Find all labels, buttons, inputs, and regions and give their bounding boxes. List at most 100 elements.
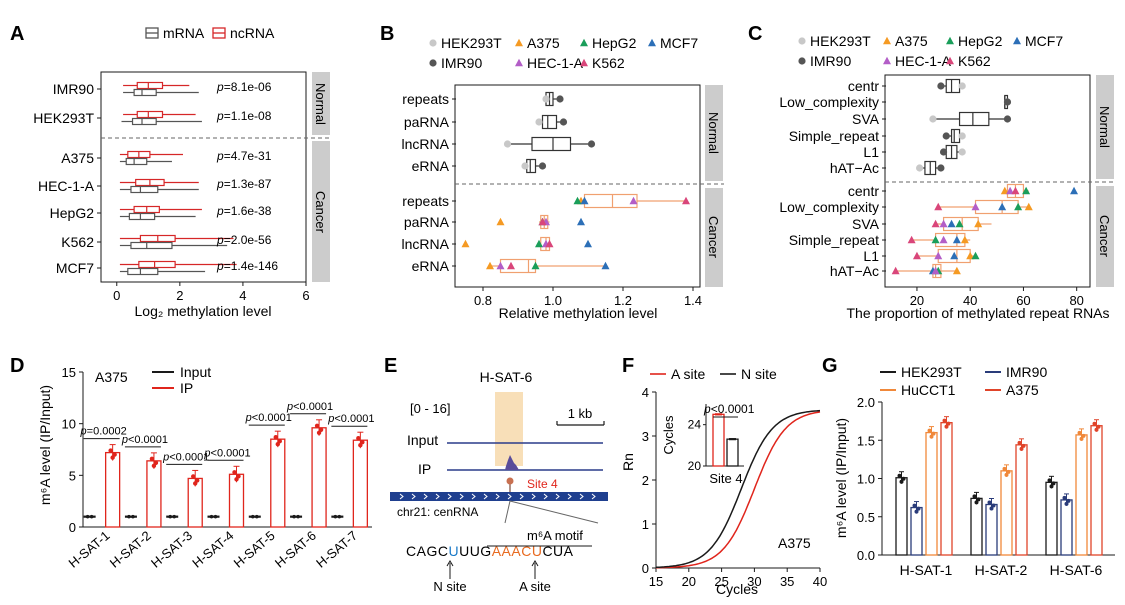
point-input — [127, 514, 131, 519]
p-value: p=4.7e-31 — [216, 149, 272, 163]
point-imr90 — [937, 82, 945, 90]
y-tick-label: 3 — [642, 429, 649, 444]
sample-label: IMR90 — [53, 81, 94, 97]
mrna-box — [123, 88, 199, 97]
legend-label-k562: K562 — [592, 55, 625, 71]
site-label: Site 4 — [527, 477, 558, 491]
x-tick-label: 1.4 — [684, 293, 702, 308]
x-tick-label: 80 — [1069, 293, 1083, 308]
category-label: paRNA — [404, 214, 450, 230]
mrna-box-box — [133, 88, 157, 97]
point-mcf7 — [950, 251, 959, 260]
point-hek293t — [535, 118, 543, 126]
point-k562 — [507, 261, 515, 270]
panel-letter-b: B — [380, 23, 394, 45]
panel-d-m6a-bar-chart: A375 Input IP 051015p=0.0002H-SAT-1p<0.0… — [37, 364, 374, 571]
mrna-box-box — [127, 267, 159, 276]
inset-y-tick-label: 20 — [688, 459, 702, 473]
panel-d-legend: Input IP — [152, 364, 211, 396]
point — [1092, 421, 1097, 426]
panel-letter-f: F — [622, 355, 634, 377]
point-hek293t — [958, 148, 966, 156]
sequence-part-3: CUA — [542, 543, 573, 559]
y-tick-label: 0 — [69, 520, 76, 535]
category-label: SVA — [852, 216, 880, 232]
strand-chevron — [471, 493, 476, 500]
category-label: Simple_repeat — [789, 128, 879, 144]
n-site-label: N site — [433, 579, 466, 594]
strand-chevron — [423, 493, 428, 500]
p-value-number: =2.0e-56 — [224, 233, 272, 247]
ncrna-box — [119, 234, 234, 243]
legend-label-imr90: IMR90 — [441, 55, 482, 71]
point-hepg2 — [535, 239, 543, 248]
p-value-number: <0.0001 — [169, 451, 209, 463]
point — [1066, 498, 1071, 503]
point — [1094, 427, 1099, 432]
point-imr90 — [937, 164, 945, 172]
p-symbol: p — [703, 402, 711, 416]
inset-bar — [712, 413, 725, 467]
site-marker — [506, 477, 514, 485]
point — [1077, 430, 1082, 435]
x-tick-label: 20 — [682, 574, 696, 589]
category-label: L1 — [863, 248, 879, 264]
point-input — [292, 514, 296, 519]
point-k562 — [891, 266, 900, 275]
panel-c-frame — [884, 74, 1091, 288]
point — [1017, 440, 1022, 445]
strip-label-normal: Normal — [706, 112, 721, 154]
point — [987, 500, 992, 505]
p-symbol: p — [80, 426, 87, 438]
point-hepg2 — [931, 235, 940, 244]
y-tick-label: 15 — [62, 365, 76, 380]
p-value-number: =8.1e-06 — [224, 80, 272, 94]
strand-chevron — [579, 493, 584, 500]
point-input — [296, 514, 300, 519]
highlight-region — [495, 392, 523, 466]
strand-chevron — [507, 493, 512, 500]
p-symbol: p — [286, 401, 293, 413]
significance-label: p<0.0001 — [286, 401, 333, 413]
strip-label-normal: Normal — [313, 83, 328, 125]
point-k562 — [1011, 186, 1020, 195]
point-mcf7 — [580, 196, 589, 205]
panel-letter-d: D — [10, 355, 24, 377]
panel-e-genome-track: H-SAT-6 [0 - 16] 1 kb Input IP Site 4 ch… — [390, 369, 608, 594]
point-mcf7 — [952, 235, 961, 244]
point — [976, 497, 981, 502]
strand-chevron — [435, 493, 440, 500]
strip-cancer — [1096, 186, 1114, 287]
point-k562 — [545, 239, 554, 248]
legend-marker-k562 — [580, 58, 588, 67]
panel-c-repeat-rna-proportion: HEK293T A375 HepG2 MCF7 IMR90 HEC-1-A K562 Nor… — [779, 33, 1115, 321]
point — [944, 424, 949, 429]
point-a375 — [960, 235, 969, 244]
x-tick-label: H-SAT-6 — [1050, 562, 1103, 578]
point-a375 — [496, 217, 505, 226]
sequence-motif: AAACU — [492, 543, 543, 559]
panel-g-m6a-cell-lines: HEK293T HuCCT1 IMR90 A375 0.0 0.5 1.0 1.5 2.0 H-… — [833, 364, 1115, 578]
significance-label: p<0.0001 — [162, 451, 209, 463]
bar-imr90 — [910, 506, 923, 556]
bar-a375 — [1090, 425, 1103, 556]
category-label: repeats — [402, 193, 449, 209]
significance-label: p=0.0002 — [80, 426, 127, 438]
point-ip — [232, 470, 237, 475]
point-ip — [314, 423, 320, 428]
category-label: lncRNA — [402, 136, 450, 152]
panel-a-legend: mRNA ncRNA — [145, 25, 275, 41]
panel-b-frame — [454, 84, 701, 288]
p-value-number: =1.6e-38 — [224, 204, 272, 218]
sample-label: HepG2 — [50, 205, 95, 221]
x-tick-label: 4 — [239, 288, 246, 303]
box-simple_repeat-box — [950, 128, 961, 144]
point — [912, 503, 917, 508]
x-tick-label: 30 — [747, 574, 761, 589]
p-symbol: p — [216, 204, 224, 218]
track-label-ip: IP — [418, 461, 431, 477]
x-tick-label: H-SAT-4 — [189, 528, 236, 571]
point-mcf7 — [947, 219, 956, 228]
point — [1002, 466, 1007, 471]
y-tick-label: 5 — [69, 468, 76, 483]
